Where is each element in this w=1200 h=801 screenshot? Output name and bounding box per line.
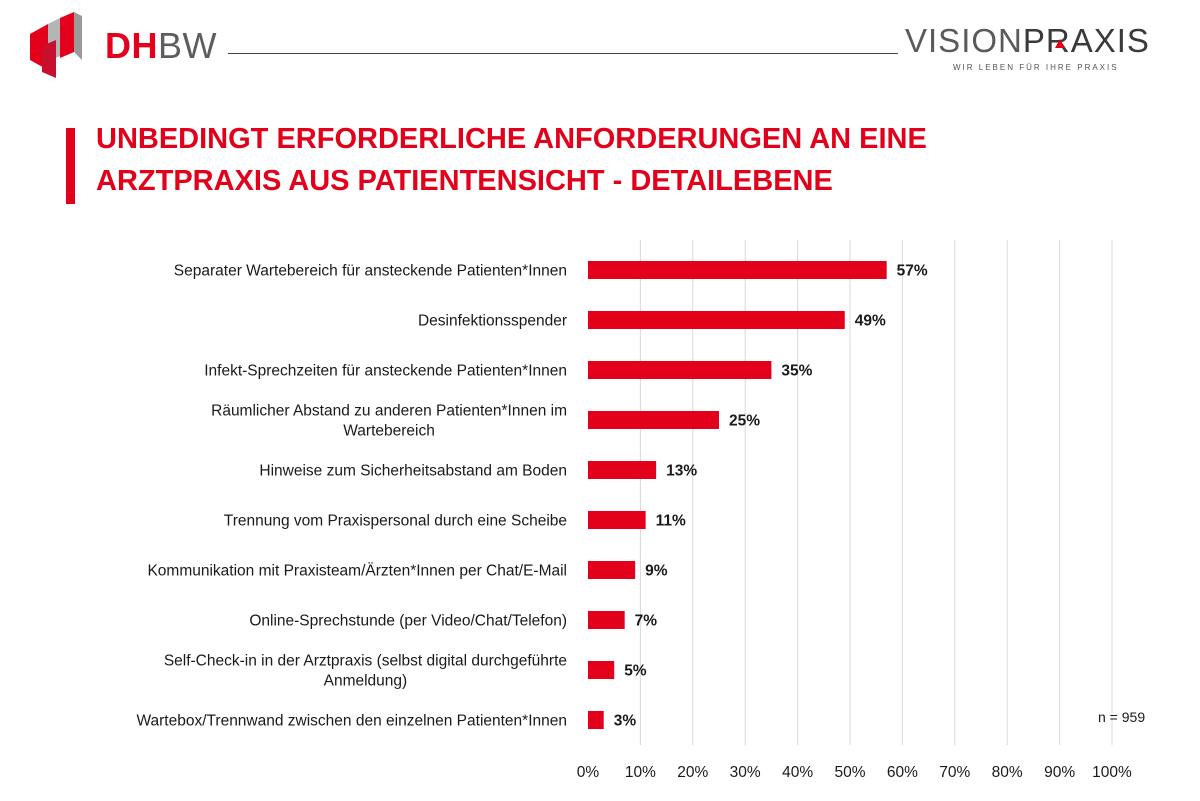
bar [588, 611, 625, 629]
visionpraxis-logo-text-vision: VISION [905, 22, 1023, 59]
bar-value-label: 5% [624, 663, 647, 680]
dhbw-logo: DHBW [30, 12, 230, 78]
visionpraxis-tagline: WIR LEBEN FÜR IHRE PRAXIS [953, 63, 1119, 72]
dhbw-logo-text: DHBW [105, 26, 217, 66]
x-tick-label: 0% [577, 764, 600, 781]
visionpraxis-accent-icon [1055, 39, 1065, 48]
bar [588, 711, 604, 729]
category-label: Räumlicher Abstand zu anderen Patienten*… [211, 403, 567, 440]
bar-value-label: 7% [635, 613, 658, 630]
x-tick-label: 70% [939, 764, 970, 781]
x-tick-label: 80% [992, 764, 1023, 781]
page-title-line-2: ARZTPRAXIS AUS PATIENTENSICHT - DETAILEB… [96, 165, 833, 197]
category-label: Online-Sprechstunde (per Video/Chat/Tele… [249, 613, 567, 630]
category-label: Desinfektionsspender [418, 313, 567, 330]
visionpraxis-logo-text-praxis: PRAXIS [1022, 22, 1150, 59]
category-label: Infekt-Sprechzeiten für ansteckende Pati… [204, 363, 567, 380]
category-label: Wartebox/Trennwand zwischen den einzelne… [136, 713, 567, 730]
visionpraxis-logo: VISIONPRAXIS WIR LEBEN FÜR IHRE PRAXIS [905, 22, 1165, 82]
category-label: Self-Check-in in der Arztpraxis (selbst … [164, 653, 567, 690]
bar [588, 361, 772, 379]
category-label: Trennung vom Praxispersonal durch eine S… [224, 513, 567, 530]
x-tick-label: 10% [625, 764, 656, 781]
bar-value-label: 57% [897, 263, 928, 280]
bar [588, 461, 657, 479]
bar [588, 311, 845, 329]
bar-value-label: 9% [645, 563, 668, 580]
bar-value-label: 13% [666, 463, 697, 480]
x-tick-label: 90% [1044, 764, 1075, 781]
visionpraxis-logo-text: VISIONPRAXIS [905, 22, 1150, 60]
x-tick-label: 60% [887, 764, 918, 781]
page-title: UNBEDINGT ERFORDERLICHE ANFORDERUNGEN AN… [96, 118, 1096, 202]
dhbw-logo-text-bw: BW [158, 25, 217, 66]
page-title-line-1: UNBEDINGT ERFORDERLICHE ANFORDERUNGEN AN… [96, 123, 927, 155]
bar [588, 511, 646, 529]
dhbw-logo-text-dh: DH [105, 25, 158, 66]
category-label: Separater Wartebereich für ansteckende P… [174, 263, 567, 280]
category-label: Hinweise zum Sicherheitsabstand am Boden [259, 463, 567, 480]
x-tick-label: 100% [1092, 764, 1132, 781]
bar [588, 261, 887, 279]
bar-value-label: 35% [781, 363, 812, 380]
x-tick-label: 50% [834, 764, 865, 781]
dhbw-logo-mark-icon [30, 12, 82, 78]
bar-value-label: 11% [656, 513, 686, 530]
bar-value-label: 49% [855, 313, 886, 330]
bar [588, 561, 636, 579]
sample-size-note: n = 959 [1098, 709, 1146, 725]
bar [588, 661, 615, 679]
x-tick-label: 20% [677, 764, 708, 781]
title-accent-bar [66, 128, 75, 204]
bar [588, 411, 719, 429]
category-label: Kommunikation mit Praxisteam/Ärzten*Inne… [147, 563, 567, 580]
x-tick-label: 40% [782, 764, 813, 781]
x-tick-label: 30% [730, 764, 761, 781]
bar-value-label: 25% [729, 413, 760, 430]
bar-value-label: 3% [614, 713, 637, 730]
header-divider [228, 53, 898, 54]
